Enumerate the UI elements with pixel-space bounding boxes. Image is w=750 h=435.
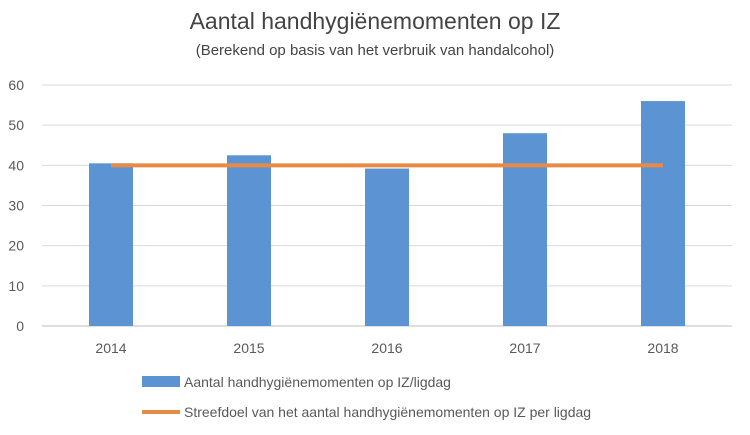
y-tick-label: 60 — [8, 77, 24, 93]
legend-swatch-bar — [142, 376, 180, 387]
y-tick-label: 20 — [8, 238, 24, 254]
bar — [227, 155, 271, 326]
x-tick-label: 2017 — [509, 340, 540, 356]
bar — [89, 163, 133, 326]
y-tick-label: 40 — [8, 157, 24, 173]
bar — [503, 133, 547, 326]
y-tick-label: 30 — [8, 198, 24, 214]
chart-title: Aantal handhygiënemomenten op IZ — [189, 8, 561, 34]
y-tick-label: 10 — [8, 278, 24, 294]
legend-label-line: Streefdoel van het aantal handhygiënemom… — [184, 404, 591, 420]
chart-subtitle: (Berekend op basis van het verbruik van … — [195, 42, 555, 59]
x-tick-label: 2015 — [233, 340, 264, 356]
legend-label-bar: Aantal handhygiënemomenten op IZ/ligdag — [184, 374, 451, 390]
bar — [365, 168, 409, 326]
x-tick-label: 2014 — [95, 340, 126, 356]
x-tick-label: 2016 — [371, 340, 402, 356]
y-tick-label: 50 — [8, 117, 24, 133]
y-tick-label: 0 — [16, 318, 24, 334]
bar — [641, 101, 685, 326]
x-tick-label: 2018 — [647, 340, 678, 356]
